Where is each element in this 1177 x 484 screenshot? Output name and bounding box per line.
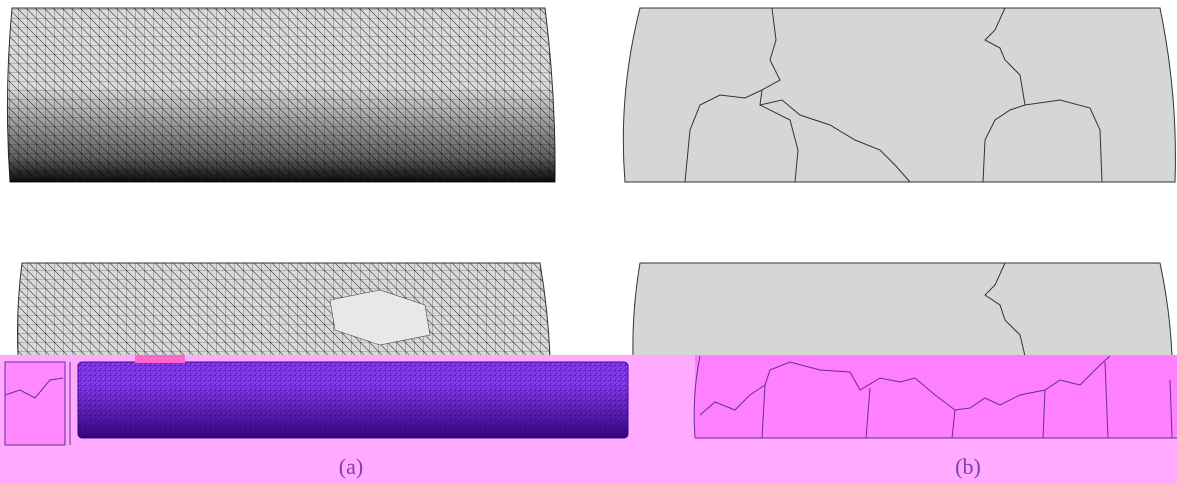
highlight-band [0,355,1177,484]
caption: (a) [339,454,363,479]
mesh-panel [7,8,555,182]
partition-panel [623,8,1175,182]
caption: (b) [955,454,981,479]
figure: (a) (b) [0,0,1177,484]
mesh-panel [18,263,551,356]
partition-panel [633,263,1172,356]
page: {"figure": {"captions": ["(a)", "(b)"]}} [0,0,1177,484]
